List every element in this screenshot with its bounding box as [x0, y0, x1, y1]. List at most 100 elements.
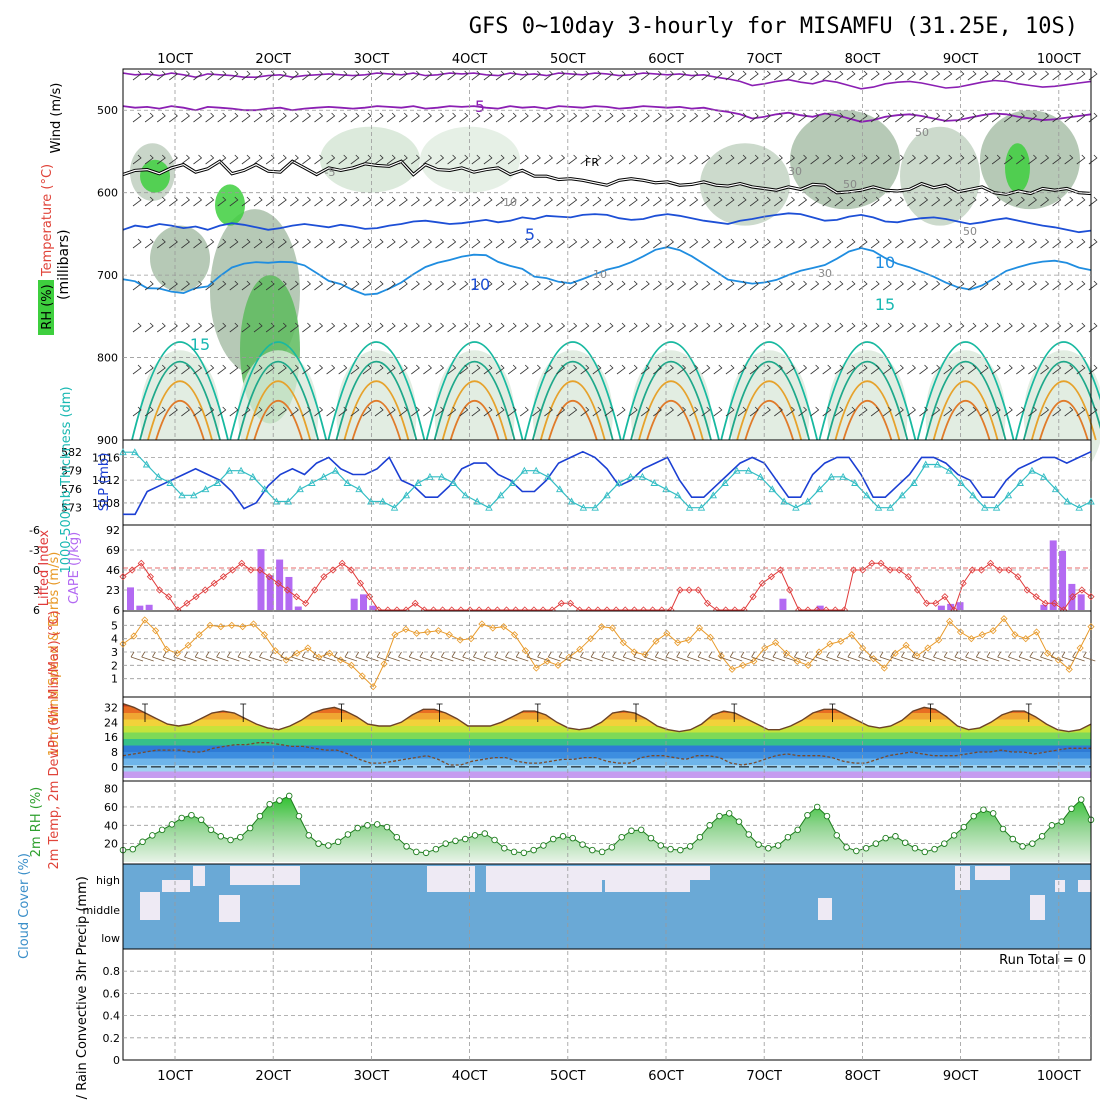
wind-barb — [398, 238, 408, 249]
wind-speed-marker — [239, 623, 247, 631]
thickness-marker — [615, 479, 623, 486]
temp-mask — [123, 700, 1091, 732]
rh-marker — [461, 835, 469, 843]
wind-barb — [955, 364, 965, 375]
wind-barb — [205, 364, 215, 375]
wind-barb — [241, 364, 251, 375]
wind-barb — [435, 196, 445, 207]
wind-barb — [895, 112, 904, 123]
wind-barb — [931, 112, 941, 123]
wind-barb — [193, 196, 203, 207]
wind-barb — [895, 406, 904, 417]
wind-speed-marker — [217, 623, 225, 631]
wind-barb — [181, 322, 191, 333]
wind-speed-marker — [228, 621, 236, 629]
wind-barb — [447, 406, 457, 417]
wind-barb — [265, 280, 275, 291]
wind-barb-10m — [933, 651, 946, 662]
wind-barb — [519, 364, 529, 375]
wind-barb — [907, 364, 917, 375]
isotherm-bulb — [335, 360, 418, 441]
lifted-marker — [165, 593, 173, 601]
lifted-marker — [192, 593, 200, 601]
wind-barb — [858, 154, 868, 165]
wind-barb — [689, 322, 699, 333]
wind-barb — [544, 322, 554, 333]
contour-label: 15 — [190, 335, 210, 354]
wind-barb — [314, 364, 324, 375]
wind-barb — [882, 112, 892, 123]
temp-color-band — [123, 739, 1091, 746]
wind-barb — [532, 322, 541, 333]
wind-speed-marker — [489, 624, 497, 632]
wind-barb — [967, 280, 977, 291]
wind-barb — [253, 322, 263, 333]
wind-barb — [350, 112, 360, 123]
lifted-marker — [183, 599, 191, 607]
wind-barb — [967, 112, 977, 123]
wind-barb-10m — [1040, 651, 1053, 662]
wind-barb-10m — [291, 651, 304, 662]
thickness-marker — [980, 503, 989, 511]
wind-barb — [955, 112, 965, 123]
thickness-marker — [792, 503, 800, 511]
contour-label: 5 — [475, 97, 485, 116]
thickness-tick-label: 576 — [61, 483, 82, 496]
wind-speed-marker — [130, 632, 138, 640]
wind-barb — [737, 238, 747, 249]
cloud-clear-patch — [955, 866, 970, 890]
thickness-marker — [225, 466, 234, 474]
wind-barb — [737, 406, 747, 417]
wind-barb — [423, 112, 433, 123]
wind-barb — [568, 154, 578, 165]
wind-barb — [362, 238, 372, 249]
wind-barb — [979, 364, 989, 375]
wind-barb — [592, 280, 602, 291]
wind-barb — [386, 196, 396, 207]
contour-label: 30 — [788, 165, 802, 178]
wind-speed-marker — [500, 623, 508, 631]
thickness-marker — [591, 503, 599, 511]
wind-barb — [955, 322, 965, 333]
thickness-marker — [910, 479, 918, 486]
wind-barb — [1088, 154, 1098, 165]
wind-barb-10m — [216, 651, 229, 662]
wind-barb — [277, 112, 287, 123]
wind-speed-marker — [826, 640, 834, 648]
wind-barb — [398, 70, 408, 81]
rh-marker — [1058, 818, 1065, 825]
minmax-whisker — [240, 703, 247, 722]
lifted-marker — [347, 566, 355, 574]
wind-barb — [749, 70, 759, 81]
cloud-tick-label: high — [96, 874, 120, 887]
minmax-whisker — [338, 703, 345, 722]
wind-barb — [677, 154, 687, 165]
isotherm-bulb — [441, 380, 508, 441]
wind-barb — [459, 406, 469, 417]
wind-barb — [544, 70, 554, 81]
wind-barb — [447, 70, 457, 81]
wind-barb-10m — [301, 651, 315, 662]
rh-shading — [150, 225, 210, 292]
wind-barb — [749, 364, 759, 375]
wind-barb-10m — [815, 651, 828, 662]
wind-barb-10m — [473, 651, 486, 662]
wind-speed-marker — [162, 645, 171, 653]
lifted-marker — [1032, 593, 1040, 601]
wind-barb — [447, 238, 457, 249]
wind-barb — [798, 154, 808, 165]
wind-barb-10m — [858, 651, 871, 662]
wind-barb — [435, 70, 445, 81]
wind-barb — [604, 280, 614, 291]
wind-barb — [314, 196, 324, 207]
wind-barb — [580, 154, 590, 165]
wind-barb — [955, 406, 965, 417]
wind-barb — [774, 196, 783, 207]
wind-barb — [640, 322, 650, 333]
thickness-marker — [485, 503, 493, 511]
wind-barb — [156, 280, 166, 291]
wind-barb — [1076, 196, 1086, 207]
wind-speed-marker — [1011, 631, 1019, 639]
wind-barb — [653, 364, 662, 375]
wind-barb — [350, 238, 360, 249]
